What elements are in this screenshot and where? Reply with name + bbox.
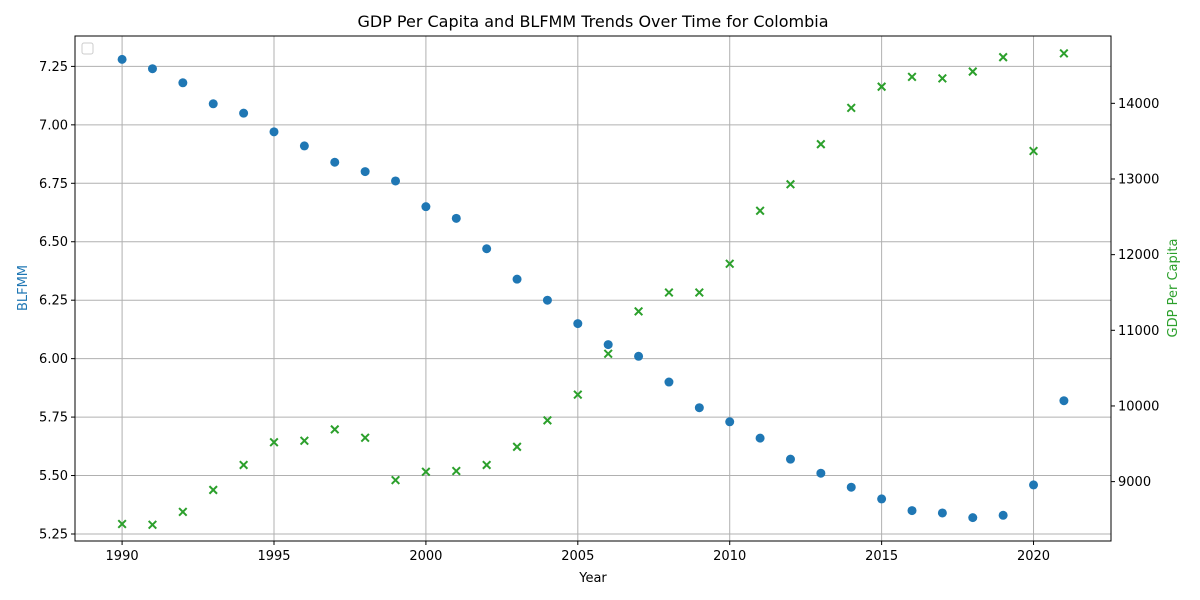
x-tick-label: 2020: [1017, 549, 1050, 564]
gdp-per-capita-point: [816, 139, 826, 149]
blfmm-point: [907, 506, 917, 516]
left-y-tick-label: 7.25: [39, 60, 68, 75]
blfmm-point: [937, 508, 947, 518]
blfmm-point: [603, 340, 613, 350]
blfmm-point: [816, 468, 826, 478]
gdp-per-capita-point: [178, 507, 188, 517]
gdp-per-capita-point: [542, 415, 552, 425]
gdp-per-capita-point: [1029, 146, 1039, 156]
blfmm-point: [117, 54, 127, 64]
gdp-per-capita-point: [998, 52, 1008, 62]
blfmm-point: [391, 176, 401, 186]
gdp-per-capita-point: [208, 485, 218, 495]
left-y-tick-label: 6.50: [39, 235, 68, 250]
blfmm-point: [512, 274, 522, 284]
gdp-per-capita-point: [391, 475, 401, 485]
left-y-tick-label: 6.75: [39, 177, 68, 192]
blfmm-point: [1029, 480, 1039, 490]
gdp-per-capita-point: [573, 390, 583, 400]
blfmm-point: [330, 157, 340, 167]
blfmm-point: [725, 417, 735, 427]
blfmm-point: [178, 78, 188, 88]
right-y-tick-label: 13000: [1118, 172, 1159, 187]
x-tick-label: 1990: [106, 549, 139, 564]
gdp-per-capita-point: [299, 436, 309, 446]
x-axis-label: Year: [578, 571, 607, 586]
gdp-per-capita-point: [1059, 48, 1069, 58]
gdp-per-capita-point: [634, 306, 644, 316]
left-y-tick-label: 6.25: [39, 294, 68, 309]
left-y-tick-label: 5.75: [39, 411, 68, 426]
plot-frame: [74, 35, 1112, 542]
blfmm-point: [785, 454, 795, 464]
blfmm-point: [269, 127, 279, 137]
blfmm-point: [239, 108, 249, 118]
x-tick-label: 2005: [561, 549, 594, 564]
legend-handle: [81, 42, 94, 55]
left-y-axis-label: BLFMM: [16, 265, 31, 311]
gdp-per-capita-point: [603, 349, 613, 359]
grid-layer: [75, 36, 1111, 541]
blfmm-point: [968, 513, 978, 523]
gdp-per-capita-point: [907, 72, 917, 82]
blfmm-point: [694, 403, 704, 413]
gdp-per-capita-point: [968, 67, 978, 77]
left-y-tick-label: 7.00: [39, 118, 68, 133]
blfmm-point: [542, 295, 552, 305]
gdp-per-capita-point: [846, 103, 856, 113]
gdp-per-capita-point: [269, 437, 279, 447]
gdp-per-capita-point: [664, 287, 674, 297]
legend-box: [81, 42, 94, 55]
blfmm-point: [451, 213, 461, 223]
x-tick-label: 1995: [257, 549, 290, 564]
blfmm-point: [573, 319, 583, 329]
right-y-tick-label: 9000: [1118, 475, 1151, 490]
right-y-tick-label: 12000: [1118, 248, 1159, 263]
gdp-per-capita-point: [451, 466, 461, 476]
gdp-per-capita-point: [725, 259, 735, 269]
x-tick-label: 2015: [865, 549, 898, 564]
left-y-tick-label: 5.25: [39, 527, 68, 542]
gdp-per-capita-point: [117, 519, 127, 529]
marks-layer: [117, 48, 1069, 530]
blfmm-point: [360, 167, 370, 177]
right-y-axis-label: GDP Per Capita: [1166, 239, 1181, 338]
blfmm-point: [208, 99, 218, 109]
gdp-per-capita-point: [330, 424, 340, 434]
blfmm-point: [299, 141, 309, 151]
gdp-per-capita-point: [482, 460, 492, 470]
gdp-per-capita-point: [239, 460, 249, 470]
x-tick-label: 2010: [713, 549, 746, 564]
axes-layer: 1990 1995 2000 2005 2010 2015 2020 5.25 5.50 5.75…: [39, 60, 1159, 564]
blfmm-point: [755, 433, 765, 443]
blfmm-point: [998, 510, 1008, 520]
gdp-per-capita-point: [421, 467, 431, 477]
gdp-per-capita-point: [937, 73, 947, 83]
right-y-tick-label: 10000: [1118, 399, 1159, 414]
gdp-per-capita-point: [877, 82, 887, 92]
gdp-per-capita-point: [785, 179, 795, 189]
blfmm-point: [877, 494, 887, 504]
blfmm-point: [664, 377, 674, 387]
blfmm-point: [147, 64, 157, 74]
x-tick-label: 2000: [409, 549, 442, 564]
blfmm-point: [421, 202, 431, 212]
right-y-tick-label: 14000: [1118, 97, 1159, 112]
left-y-tick-label: 6.00: [39, 352, 68, 367]
blfmm-point: [482, 244, 492, 254]
gdp-per-capita-point: [755, 206, 765, 216]
blfmm-point: [846, 482, 856, 492]
gdp-per-capita-point: [694, 287, 704, 297]
gdp-per-capita-point: [512, 442, 522, 452]
blfmm-point: [1059, 396, 1069, 406]
right-y-tick-label: 11000: [1118, 324, 1159, 339]
blfmm-point: [634, 351, 644, 361]
gdp-per-capita-point: [360, 433, 370, 443]
chart-title: GDP Per Capita and BLFMM Trends Over Tim…: [357, 12, 828, 31]
left-y-tick-label: 5.50: [39, 469, 68, 484]
gdp-per-capita-point: [147, 520, 157, 530]
